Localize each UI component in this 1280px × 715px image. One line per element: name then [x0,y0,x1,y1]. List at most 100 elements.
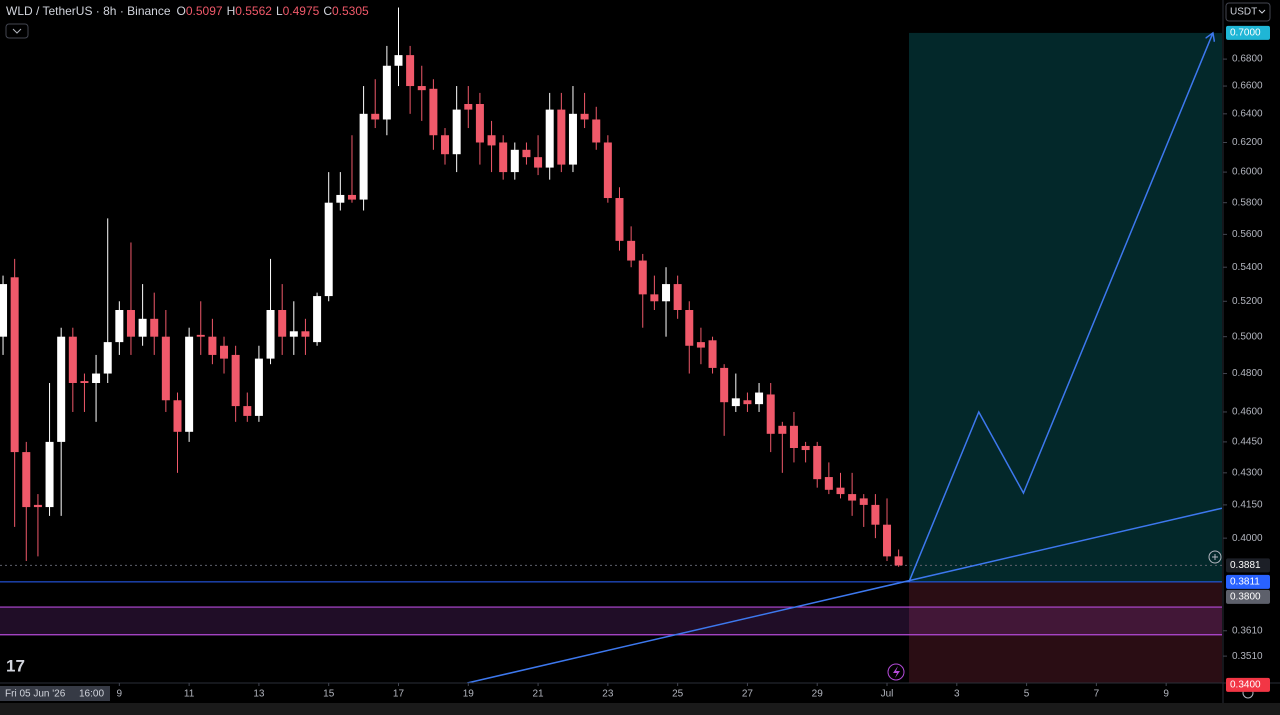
candle-body [685,310,694,346]
x-tick-label: 13 [253,689,265,700]
candle-body [441,135,450,155]
y-tick-label: 0.5200 [1232,296,1263,307]
position-loss [908,581,1222,683]
candle-body [382,65,391,120]
candle-body [161,336,170,401]
add-alert-icon[interactable] [1208,550,1222,564]
candle-body [708,340,717,368]
candle-body [394,55,403,66]
y-tick-label: 0.6400 [1232,108,1263,119]
logo: 17 [6,656,25,675]
x-tick-label: 17 [393,689,405,700]
candle-body [103,342,112,374]
plot-area [0,7,1222,683]
lightning-icon [893,666,900,678]
candle-body [859,498,868,505]
candle-body [138,318,147,337]
y-tick-label: 0.6800 [1232,54,1263,65]
candle-body [545,109,554,168]
y-tick-label: 0.6200 [1232,137,1263,148]
candle-body [185,336,194,432]
y-tick-label: 0.6600 [1232,81,1263,92]
plus-icon [1212,554,1218,560]
x-tick-label: 7 [1094,689,1100,700]
candle-body [68,336,77,383]
candle-body [57,336,66,442]
y-tick-label: 0.4600 [1232,407,1263,418]
ohlc-key: C [323,4,332,18]
price-badge-label: 0.3881 [1230,560,1261,571]
candle-body [126,310,135,337]
candle-body [883,524,892,557]
candle-body [580,113,589,120]
candle-body [208,336,217,355]
candle-body [534,157,543,168]
candle-body [499,142,508,173]
x-tick-label: 5 [1024,689,1030,700]
collapse-button[interactable] [5,23,29,39]
y-tick-label: 0.4300 [1232,467,1263,478]
candle-body [696,342,705,348]
price-badge-label: 0.3400 [1230,679,1261,690]
candle-body [33,504,42,508]
candle-body [231,354,240,407]
candle-body [755,392,764,405]
x-tick-label: 9 [117,689,123,700]
x-tick-label: 15 [323,689,335,700]
x-tick-label: 27 [742,689,754,700]
currency-button[interactable] [1225,2,1271,22]
x-tick-label: 3 [954,689,960,700]
price-badge-label: 0.3811 [1230,576,1260,587]
candle-body [487,135,496,146]
x-tick-label: 9 [1163,689,1169,700]
candle-body [789,425,798,448]
candle-body [848,494,857,501]
candle-body [464,104,473,110]
crosshair-date: Fri 05 Jun '26 [5,689,66,700]
ohlc-value: 0.5097 [186,4,223,18]
price-badge [1226,558,1270,573]
candle-body [371,113,380,120]
candle-body [289,331,298,337]
candle-body [743,400,752,405]
y-tick-label: 0.4000 [1232,533,1263,544]
x-tick-label: Jul [881,689,894,700]
y-tick-label: 0.3510 [1232,651,1263,662]
candle-body [801,445,810,451]
y-tick-label: 0.4150 [1232,500,1263,511]
candle-body [359,113,368,200]
candle-body [324,202,333,297]
candle-body [45,441,54,508]
ohlc-value: 0.4975 [283,4,320,18]
candle-body [10,277,19,453]
currency-label: USDT [1230,7,1257,18]
candle-body [766,394,775,434]
candle-body [627,240,636,261]
ohlc-value: 0.5562 [235,4,272,18]
candle-body [662,284,671,302]
candle-body [650,294,659,302]
candle-body [603,142,612,199]
position-profit [908,32,1222,582]
y-tick-label: 0.5400 [1232,262,1263,273]
y-tick-label: 0.4450 [1232,437,1263,448]
candle-body [0,284,8,337]
x-tick-label: 11 [184,689,195,700]
candle-body [871,504,880,525]
candle-body [429,88,438,136]
trend-line [467,507,1222,683]
y-tick-label: 0.3610 [1232,625,1263,636]
candle-body [92,373,101,383]
candle-body [336,194,345,203]
price-badge-label: 0.7000 [1230,28,1261,39]
candle-body [173,400,182,432]
bottom-strip [0,703,1280,715]
alert-icon[interactable] [887,663,905,681]
x-tick-label: 19 [463,689,475,700]
y-tick-label: 0.5000 [1232,331,1263,342]
candle-body [80,381,89,383]
price-badge [1226,574,1270,589]
y-tick-label: 0.5600 [1232,229,1263,240]
